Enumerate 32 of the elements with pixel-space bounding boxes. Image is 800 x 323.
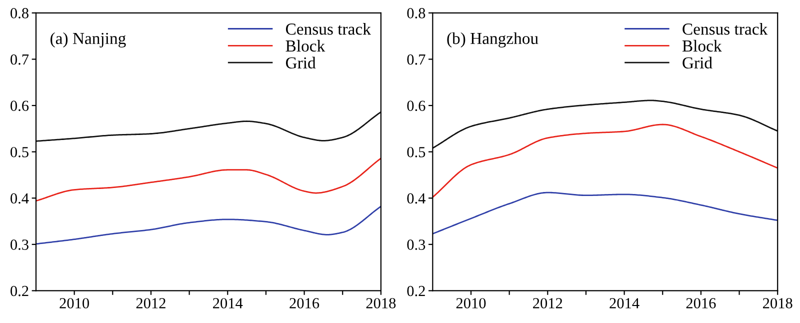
x-tick-label: 2010: [456, 298, 486, 308]
y-tick-label: 0.4: [407, 193, 426, 204]
y-tick-label: 0.8: [10, 8, 28, 18]
y-tick-label: 0.3: [407, 240, 426, 250]
x-tick-label: 2014: [610, 298, 640, 308]
x-tick-label: 2018: [366, 298, 396, 308]
legend-label: Census track: [286, 23, 371, 35]
x-tick-label: 2012: [533, 298, 562, 308]
y-tick-label: 0.4: [10, 193, 29, 204]
x-tick-label: 2010: [60, 298, 90, 308]
y-tick-label: 0.7: [407, 54, 426, 65]
legend-label: Grid: [682, 56, 712, 69]
legend-label: Census track: [682, 23, 768, 35]
text: (b) Hangzhou: [447, 32, 538, 48]
y-tick-label: 0.8: [407, 8, 426, 18]
x-tick-label: 2014: [213, 298, 243, 308]
y-tick-label: 0.2: [407, 286, 425, 296]
y-tick-label: 0.5: [407, 146, 426, 158]
x-tick-label: 2012: [136, 298, 166, 308]
legend-label: Block: [286, 40, 326, 52]
legend-label: Grid: [286, 56, 316, 69]
y-tick-label: 0.7: [10, 54, 29, 65]
text: (a) Nanjing: [50, 32, 126, 48]
legend-label: Block: [682, 40, 722, 52]
y-tick-label: 0.6: [407, 100, 426, 112]
y-tick-label: 0.5: [10, 146, 28, 158]
y-tick-label: 0.2: [10, 286, 28, 296]
x-tick-label: 2018: [762, 298, 792, 308]
x-tick-label: 2016: [686, 298, 716, 308]
x-tick-label: 2016: [290, 298, 320, 308]
y-tick-label: 0.6: [10, 100, 29, 112]
y-tick-label: 0.3: [10, 240, 28, 250]
